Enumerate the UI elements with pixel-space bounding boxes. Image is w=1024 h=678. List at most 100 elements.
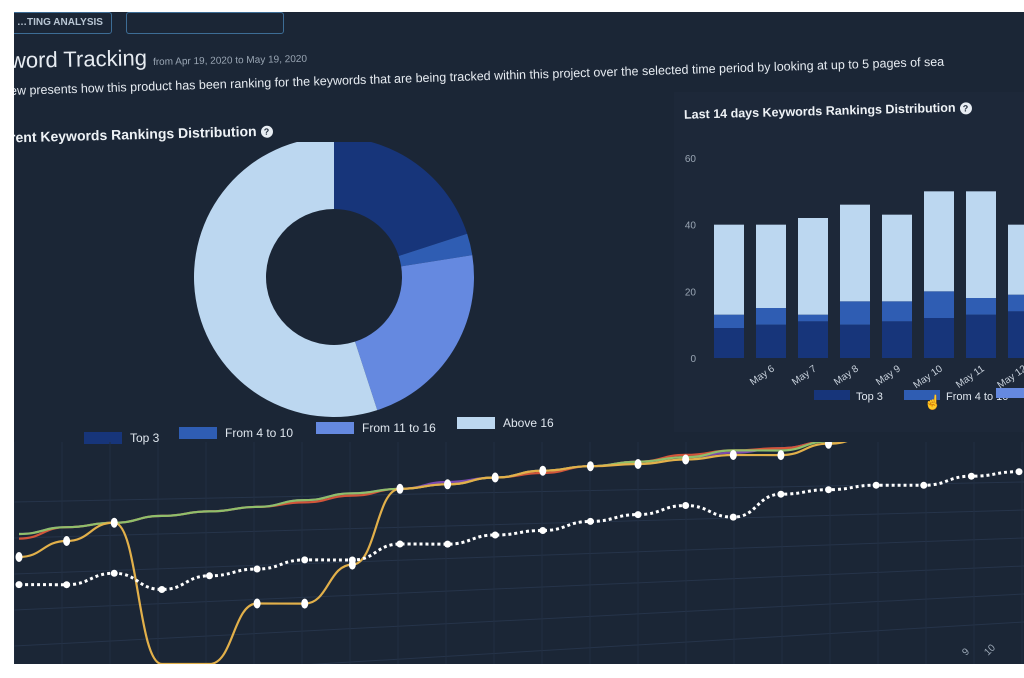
bar-segment (756, 224, 786, 308)
data-point (253, 598, 261, 609)
x-tick-label: May 11 (954, 363, 987, 391)
data-point (63, 536, 71, 546)
donut-slice-from-11-to-16 (355, 255, 475, 411)
bar-segment (756, 308, 786, 325)
data-point (682, 502, 690, 509)
tab-secondary[interactable] (126, 12, 284, 34)
data-point (825, 442, 833, 449)
legend-swatch (84, 432, 122, 444)
data-point (872, 481, 880, 489)
hand-cursor-icon: ☝ (924, 394, 942, 410)
data-point (110, 517, 118, 528)
data-point (491, 472, 499, 483)
legend-label: From 4 to 10 (225, 426, 293, 440)
x-tick-label: May 7 (790, 363, 819, 388)
bar-segment (966, 191, 996, 298)
x-tick-label: May 6 (748, 363, 777, 388)
x-tick-label: May 12 (996, 363, 1024, 391)
data-point (777, 490, 785, 498)
data-point (15, 552, 23, 562)
data-point (634, 459, 642, 469)
legend-swatch (996, 388, 1024, 398)
data-point (777, 450, 785, 461)
data-point (301, 556, 309, 564)
bar-segment (924, 291, 954, 318)
bar-segment (714, 224, 744, 315)
legend-swatch (814, 390, 850, 400)
grid-line (14, 481, 1024, 503)
data-point (1015, 468, 1023, 476)
tab-ranking-analysis[interactable]: …TING ANALYSIS (14, 12, 112, 34)
legend-label: Top 3 (130, 431, 160, 445)
data-point (15, 581, 23, 589)
line-series-4 (18, 470, 1020, 592)
legend-label: From 11 to 16 (362, 421, 436, 435)
bar-segment (966, 298, 996, 315)
legend-swatch (904, 390, 940, 400)
bar-segment (882, 214, 912, 302)
legend-swatch (457, 417, 495, 429)
data-point (348, 556, 356, 564)
grid-line (308, 621, 1024, 664)
date-range: from Apr 19, 2020 to May 19, 2020 (152, 53, 308, 69)
grid-line (14, 537, 1024, 575)
data-point (205, 572, 213, 580)
bar-segment (882, 321, 912, 358)
bar-segment (924, 191, 954, 292)
data-point (396, 483, 404, 494)
bar-segment (882, 301, 912, 322)
bar-segment (924, 318, 954, 358)
question-circle-icon[interactable]: ? (959, 101, 972, 115)
line-series-3 (18, 442, 848, 664)
legend-label: Top 3 (856, 391, 883, 403)
x-tick-label: 9 (960, 646, 972, 658)
grid-line (14, 509, 1024, 539)
data-point (158, 586, 166, 593)
line-series-0 (18, 442, 841, 536)
bar-chart-panel: Last 14 days Keywords Rankings Distribut… (674, 92, 1024, 432)
bar-segment (714, 328, 744, 358)
bar-segment (1008, 294, 1024, 312)
bar-segment (798, 321, 828, 358)
line-chart: 9 10 (14, 442, 1024, 664)
data-point (444, 479, 452, 490)
data-point (825, 486, 833, 494)
x-tick-label: 10 (982, 642, 998, 658)
bar-segment (798, 314, 828, 322)
data-point (63, 581, 71, 589)
dashboard-screen: …TING ANALYSIS word Tracking from Apr 19,… (14, 12, 1024, 664)
legend-swatch (179, 427, 217, 439)
stacked-bar-chart: 0 20 40 60 May 6 May 7 May 8 May 9 May 10 May 11 M… (685, 154, 1024, 403)
data-point (634, 511, 642, 519)
bar-segment (840, 204, 870, 302)
data-point (729, 513, 737, 521)
bar-segment (798, 218, 828, 315)
legend-swatch (316, 422, 354, 434)
data-point (444, 540, 452, 548)
page-title: word Tracking from Apr 19, 2020 to May 19… (14, 42, 307, 74)
data-point (253, 565, 261, 573)
bar-title-text: Last 14 days Keywords Rankings Distribut… (683, 100, 956, 122)
bar-segment (714, 314, 744, 328)
data-point (920, 481, 928, 489)
y-tick-label: 40 (685, 221, 697, 232)
donut-slice-from-4-to-10 (398, 233, 473, 267)
grid-line (14, 565, 1024, 611)
data-point (110, 569, 118, 577)
tab-label: …TING ANALYSIS (17, 17, 103, 28)
title-text: word Tracking (14, 45, 148, 73)
x-tick-label: May 8 (832, 363, 861, 388)
bar-segment (966, 314, 996, 358)
legend-label: Above 16 (503, 416, 554, 430)
question-circle-icon[interactable]: ? (260, 125, 273, 139)
data-point (539, 465, 547, 476)
data-point (396, 540, 404, 548)
bar-segment (756, 324, 786, 358)
x-tick-label: May 10 (912, 363, 946, 391)
bar-segment (840, 324, 870, 358)
data-point (967, 472, 975, 480)
line-series-2 (18, 442, 839, 536)
y-tick-label: 0 (690, 354, 696, 365)
grid-line (14, 593, 1024, 647)
x-tick-label: May 9 (874, 363, 903, 388)
